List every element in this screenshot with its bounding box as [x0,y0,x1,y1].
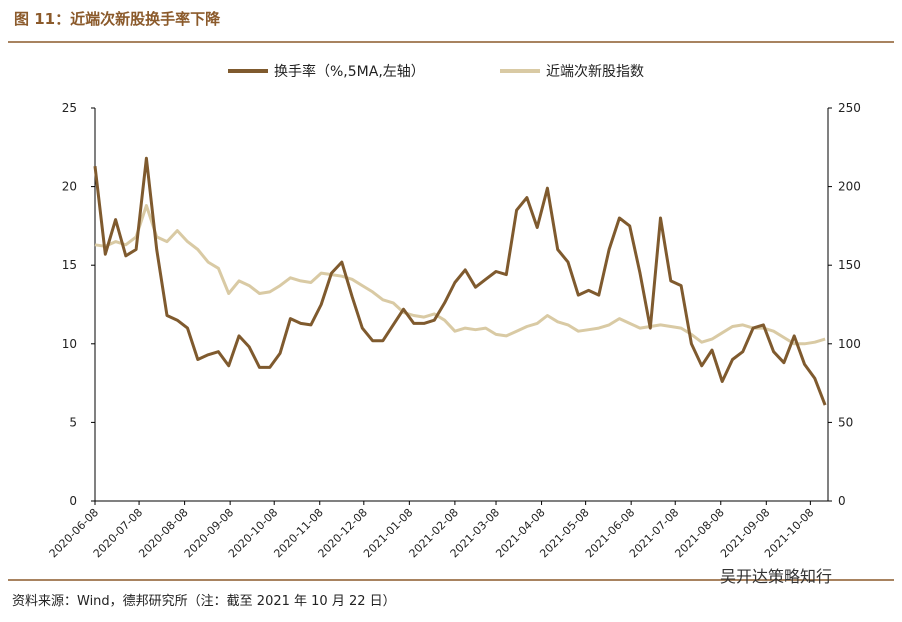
series-line [94,204,826,346]
y-tick-label: 25 [62,101,77,115]
y-tick-label: 15 [62,258,77,272]
series-line [93,156,827,406]
legend-label: 近端次新股指数 [546,64,644,80]
chart-title: 图 11：近端次新股换手率下降 [14,10,221,28]
y2-tick-label: 250 [838,101,861,115]
legend-label: 换手率（%,5MA,左轴） [274,63,425,80]
y-tick-label: 20 [62,180,77,194]
y2-tick-label: 0 [838,494,846,508]
y-tick-label: 0 [69,494,77,508]
y2-tick-label: 200 [838,180,861,194]
y2-tick-label: 50 [838,415,853,429]
source-note: 资料来源：Wind，德邦研究所（注：截至 2021 年 10 月 22 日） [12,594,396,609]
y-tick-label: 10 [62,337,77,351]
y-tick-label: 5 [69,415,77,429]
y2-tick-label: 150 [838,258,861,272]
y2-tick-label: 100 [838,337,861,351]
watermark: 吴开达策略知行 [720,567,832,586]
